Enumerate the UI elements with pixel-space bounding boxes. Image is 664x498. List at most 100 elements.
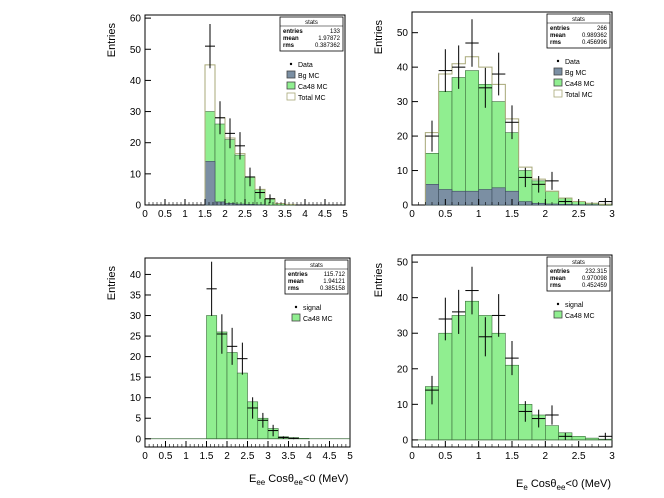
- p1-bg-mc-bar: [214, 201, 226, 206]
- p1-y-tick-label: 30: [130, 107, 142, 118]
- p1-x-tick-label: 0: [142, 209, 148, 220]
- p4-y-axis-title: Entries: [373, 263, 385, 298]
- p1-bg-mc-bar: [234, 203, 246, 206]
- p2-y-tick-label: 10: [397, 166, 409, 177]
- p2-stats-mean-label: mean: [550, 33, 566, 39]
- p2-ca48-bar: [438, 90, 453, 206]
- p4-legend-label-marker: signal: [565, 302, 584, 309]
- p4-y-tick-label: 10: [397, 400, 409, 411]
- p1-x-tick-label: 4.5: [318, 209, 332, 220]
- p1-bg-mc-bar: [244, 204, 256, 206]
- p3-legend-marker: [294, 305, 298, 309]
- p4-x-tick-label: 1: [476, 451, 482, 462]
- p3-stats-mean-label: mean: [288, 279, 304, 285]
- p3-y-tick-label: 20: [130, 352, 142, 363]
- p1-legend-swatch-bg: [286, 70, 296, 79]
- p1-x-tick-label: 2.5: [238, 209, 252, 220]
- p3-y-tick-label: 25: [130, 332, 142, 343]
- p1-legend-label-ca48: Ca48 MC: [298, 84, 328, 91]
- p3-legend-swatch-ca48: [291, 313, 301, 322]
- p2-y-axis-title: Entries: [373, 20, 385, 55]
- p4-legend-swatch-ca48: [553, 310, 563, 319]
- p2-legend-swatch-bg: [553, 67, 563, 76]
- p4-ca48-bar: [505, 364, 519, 441]
- p3-y-tick-label: 40: [130, 270, 142, 281]
- p4-ca48-bar: [451, 315, 466, 441]
- p3-y-tick-label: 10: [130, 393, 142, 404]
- p1-y-tick-label: 40: [130, 76, 142, 87]
- p4-y-tick-label: 20: [397, 364, 409, 375]
- p1-stats-entries-value: 133: [330, 29, 341, 35]
- p1-x-tick-label: 1.5: [198, 209, 212, 220]
- p3-x-tick-label: 3: [265, 451, 271, 462]
- p2-ca48-bar: [465, 70, 479, 206]
- p2-stats-entries-value: 266: [597, 26, 608, 32]
- p3-x-tick-label: 0: [142, 451, 148, 462]
- p3-y-tick-label: 15: [130, 373, 142, 384]
- p2-x-tick-label: 1.5: [505, 209, 519, 220]
- p3-stats-entries-value: 115.712: [324, 272, 346, 278]
- p3-stats-rms-label: rms: [288, 286, 300, 292]
- p4-stats-entries-value: 232.315: [585, 269, 607, 275]
- p3-y-axis-title: Entries: [106, 266, 118, 301]
- p1-legend-label-marker: Data: [298, 62, 313, 69]
- p4-x-tick-label: 0.5: [438, 451, 452, 462]
- p1-bg-mc-bar: [204, 161, 216, 206]
- p3-x-tick-label: 2.5: [241, 451, 255, 462]
- p4-y-tick-label: 40: [397, 293, 409, 304]
- p4-stats-box: [546, 256, 611, 292]
- p4-legend-marker: [556, 302, 560, 306]
- p4-x-tick-label: 1.5: [505, 451, 519, 462]
- p3-stats-title: stats: [310, 263, 323, 269]
- p1-bg-mc-bar: [224, 203, 236, 206]
- p1-stats-box: [279, 16, 344, 52]
- p2-x-tick-label: 2: [543, 209, 549, 220]
- p2-x-tick-label: 2.5: [572, 209, 586, 220]
- p1-x-tick-label: 3.5: [278, 209, 292, 220]
- p3-stats-box: [284, 259, 349, 295]
- p2-y-tick-label: 0: [402, 201, 408, 212]
- p1-x-tick-label: 0.5: [158, 209, 172, 220]
- p1-x-tick-label: 5: [342, 209, 348, 220]
- p4-ca48-bar: [465, 300, 479, 441]
- p1-x-tick-label: 2: [222, 209, 228, 220]
- p1-y-tick-label: 60: [130, 14, 142, 25]
- p4-x-tick-label: 2: [543, 451, 549, 462]
- p4-x-tick-label: 3: [609, 451, 615, 462]
- p2-legend-label-ca48: Ca48 MC: [565, 81, 595, 88]
- p2-legend-swatch-total: [553, 89, 563, 98]
- p1-stats-mean-label: mean: [283, 36, 299, 42]
- p4-x-tick-label: 0: [409, 451, 415, 462]
- p3-ca48-bar: [206, 315, 218, 440]
- p4-ca48-bar: [571, 436, 586, 441]
- p4-stats-entries-label: entries: [550, 269, 570, 275]
- p3-x-tick-label: 1: [183, 451, 189, 462]
- p2-y-tick-label: 50: [397, 28, 409, 39]
- p1-ca48-bar: [214, 123, 226, 206]
- p1-legend-swatch-ca48: [286, 81, 296, 90]
- p3-ca48-bar: [236, 372, 248, 440]
- p1-ca48-bar: [224, 139, 236, 206]
- p2-stats-entries-label: entries: [550, 26, 570, 32]
- p4-stats-mean-value: 0.970098: [582, 276, 608, 282]
- p4-y-tick-label: 0: [402, 435, 408, 446]
- p3-legend-label-marker: signal: [303, 305, 322, 312]
- p2-legend-marker: [556, 59, 560, 63]
- p2-y-tick-label: 40: [397, 63, 409, 74]
- p3-x-tick-label: 1.5: [200, 451, 214, 462]
- p4-ca48-bar: [545, 425, 559, 441]
- p3-x-tick-label: 3.5: [282, 451, 296, 462]
- p3-legend-label-ca48: Ca48 MC: [303, 316, 333, 323]
- p2-stats-mean-value: 0.989362: [582, 33, 608, 39]
- p4-stats-rms-value: 0.452459: [582, 283, 608, 289]
- x-axis-title-right: Ee Cosθee<0 (MeV): [516, 478, 611, 493]
- p3-stats-rms-value: 0.385158: [320, 286, 346, 292]
- p3-x-tick-label: 0.5: [159, 451, 173, 462]
- p1-stats-mean-value: 1.97872: [318, 36, 340, 42]
- p4-y-tick-label: 30: [397, 329, 409, 340]
- p2-stats-rms-value: 0.456996: [582, 40, 608, 46]
- p1-legend-label-total: Total MC: [298, 95, 326, 102]
- p1-y-tick-label: 50: [130, 45, 142, 56]
- p3-stats-entries-label: entries: [288, 272, 308, 278]
- p1-stats-rms-label: rms: [283, 43, 295, 49]
